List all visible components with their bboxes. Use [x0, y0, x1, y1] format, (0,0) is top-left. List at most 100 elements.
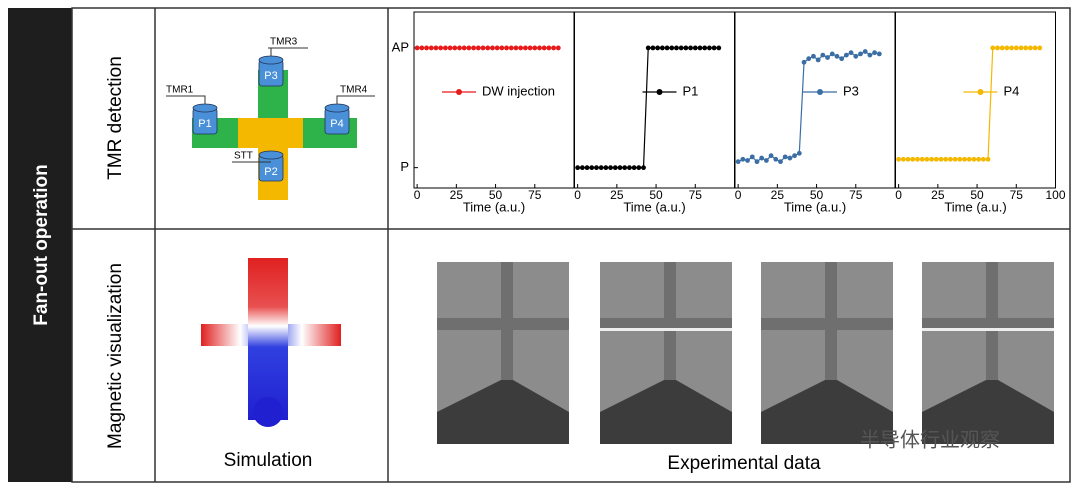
- data-point: [825, 55, 830, 60]
- pad-label: P3: [264, 70, 277, 82]
- data-point: [754, 159, 760, 165]
- micrograph: [600, 262, 732, 444]
- data-point: [768, 153, 774, 159]
- data-point: [499, 45, 505, 51]
- data-point: [1009, 45, 1014, 51]
- data-point: [433, 45, 439, 51]
- data-point: [438, 45, 444, 51]
- data-point: [848, 50, 854, 56]
- legend-label: DW injection: [482, 83, 555, 98]
- legend-label: P1: [683, 83, 699, 98]
- data-point: [862, 49, 868, 54]
- data-point: [867, 52, 873, 58]
- data-point: [678, 45, 684, 51]
- data-point: [995, 45, 1000, 51]
- data-point: [457, 45, 462, 51]
- x-tick-label: 25: [771, 188, 785, 202]
- data-point: [910, 156, 916, 162]
- x-tick-label: 50: [970, 188, 984, 202]
- x-tick-label: 75: [1010, 188, 1024, 202]
- data-point: [962, 156, 967, 162]
- x-tick-label: 50: [489, 188, 503, 202]
- stt-label: STT: [234, 151, 253, 162]
- data-point: [641, 165, 646, 171]
- data-point: [1023, 45, 1029, 51]
- data-point: [555, 45, 561, 51]
- data-point: [1018, 45, 1024, 51]
- data-point: [773, 156, 779, 162]
- grid-frame: [71, 7, 1071, 483]
- side-bar: [8, 8, 72, 482]
- x-axis-label: Time (a.u.): [784, 199, 846, 214]
- data-point: [948, 156, 953, 162]
- data-point: [674, 45, 679, 51]
- data-point: [876, 51, 882, 57]
- device-diagram: TMR1 TMR3 TMR4 P1 P3 P4 P2 STT: [166, 37, 375, 200]
- data-point: [815, 57, 821, 63]
- tmr-label: TMR1: [166, 85, 194, 96]
- data-point: [966, 156, 972, 162]
- series-line: [577, 47, 719, 169]
- data-point: [716, 45, 722, 51]
- data-point: [518, 45, 524, 51]
- data-point: [1004, 45, 1010, 51]
- caption: Experimental data: [667, 453, 821, 474]
- x-tick-label: 75: [528, 188, 542, 202]
- data-point: [957, 156, 963, 162]
- data-point: [622, 165, 628, 171]
- side-label: Fan-out operation: [31, 164, 52, 325]
- y-tick-label: AP: [392, 39, 409, 54]
- data-point: [702, 45, 708, 51]
- data-point: [537, 45, 542, 51]
- data-point: [575, 165, 581, 171]
- data-point: [636, 165, 642, 171]
- data-point: [796, 150, 802, 156]
- data-point: [924, 156, 930, 162]
- highlight: [600, 328, 732, 331]
- x-tick-label: 100: [1045, 188, 1065, 202]
- data-point: [745, 158, 750, 163]
- data-point: [990, 45, 996, 51]
- x-tick-label: 50: [649, 188, 663, 202]
- legend-marker: [817, 89, 823, 95]
- data-point: [938, 156, 944, 162]
- data-point: [688, 45, 693, 51]
- x-tick-label: 50: [810, 188, 824, 202]
- data-point: [424, 45, 429, 51]
- data-point: [834, 53, 840, 59]
- data-point: [598, 165, 604, 171]
- legend-label: P4: [1004, 83, 1020, 98]
- data-point: [494, 45, 500, 51]
- data-point: [853, 53, 859, 59]
- data-point: [612, 165, 618, 171]
- data-point: [475, 45, 481, 51]
- data-point: [447, 45, 453, 51]
- micrograph: [922, 262, 1054, 444]
- data-point: [933, 156, 939, 162]
- data-point: [513, 45, 519, 51]
- x-axis-label: Time (a.u.): [463, 199, 525, 214]
- data-point: [428, 45, 434, 51]
- data-point: [645, 45, 651, 51]
- data-point: [546, 45, 552, 51]
- data-point: [414, 45, 420, 51]
- plot-frame: [413, 11, 575, 189]
- data-point: [579, 165, 585, 171]
- legend-marker: [456, 89, 462, 95]
- data-point: [697, 45, 703, 51]
- data-point: [759, 155, 765, 161]
- data-point: [659, 45, 665, 51]
- data-point: [1013, 45, 1019, 51]
- series-line: [737, 50, 880, 163]
- x-tick-label: 75: [689, 188, 703, 202]
- data-point: [655, 45, 661, 51]
- x-tick-label: 0: [414, 188, 421, 202]
- data-point: [1032, 45, 1038, 51]
- x-tick-label: 75: [849, 188, 863, 202]
- data-point: [480, 45, 486, 51]
- tmr-label: TMR3: [270, 37, 298, 48]
- data-point: [527, 45, 533, 51]
- highlight: [922, 328, 1054, 331]
- data-point: [778, 159, 783, 165]
